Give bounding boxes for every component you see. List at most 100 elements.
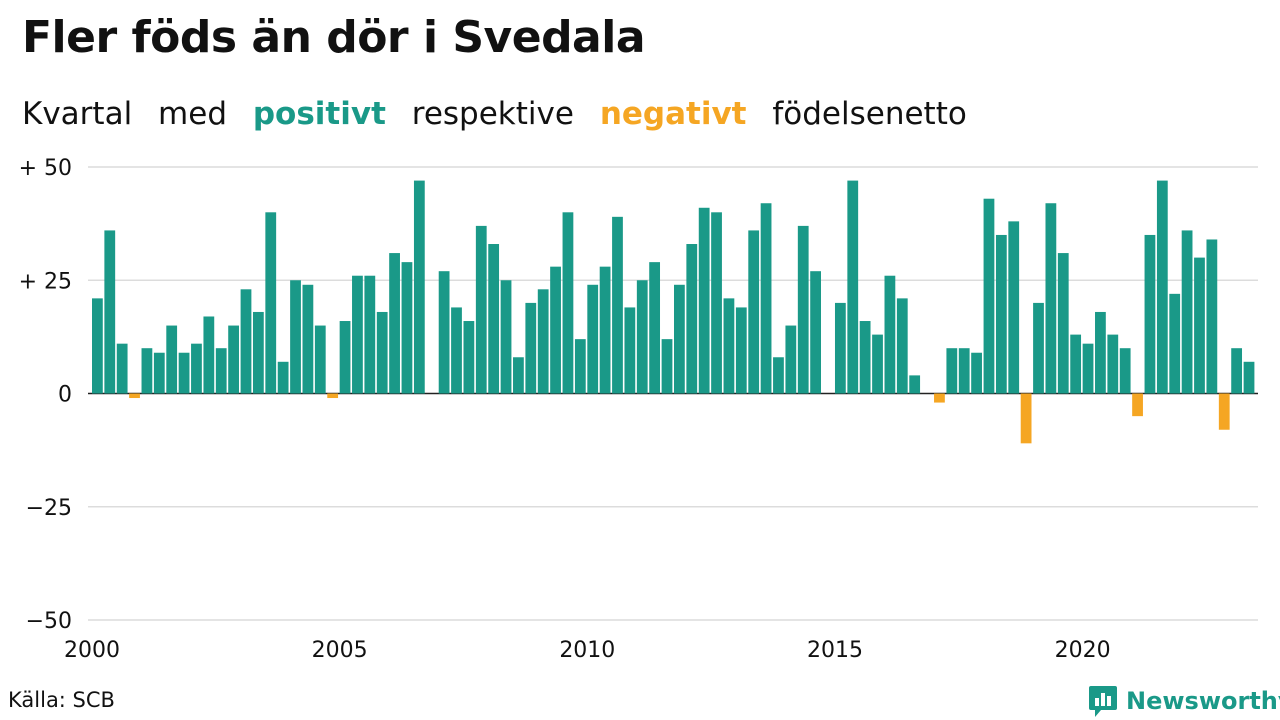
bar (574, 339, 586, 394)
bar (636, 280, 648, 394)
bar (1194, 257, 1205, 394)
bar (475, 225, 487, 394)
bar (116, 343, 128, 394)
bar (252, 311, 264, 394)
y-axis: + 50 + 25 0 −25 −50 (19, 156, 72, 634)
bar (413, 180, 425, 394)
source-note: Källa: SCB (8, 688, 115, 712)
subtitle-mid1: med (158, 96, 227, 132)
bar (438, 271, 450, 394)
brand-name: Newsworthy (1126, 687, 1280, 715)
bar (153, 352, 165, 394)
x-tick-label: 2015 (807, 638, 863, 663)
bar (104, 230, 116, 394)
bar (797, 225, 809, 394)
bar (1095, 311, 1106, 394)
bar (686, 244, 698, 394)
bar (500, 280, 512, 394)
bar (1020, 393, 1032, 444)
y-tick-label: + 25 (19, 269, 72, 294)
legend-positive: positivt (252, 96, 386, 132)
bar (1033, 302, 1044, 394)
bar (735, 307, 747, 394)
bar (129, 393, 140, 399)
bar (302, 284, 314, 394)
bar (1181, 230, 1193, 394)
bar (290, 280, 301, 394)
bar (748, 230, 760, 394)
subtitle-mid2: respektive (411, 96, 574, 132)
bar (958, 348, 970, 394)
bar-chart: + 50 + 25 0 −25 −50 2000 2005 2010 2015 2020 (19, 156, 1258, 663)
x-tick-label: 2020 (1055, 638, 1111, 663)
bar (1008, 221, 1020, 394)
bar (674, 284, 685, 394)
bar (265, 212, 277, 394)
legend-negative: negativt (599, 96, 747, 132)
bar (550, 266, 561, 394)
bar (352, 275, 363, 394)
bar (488, 244, 500, 394)
bar (983, 198, 995, 394)
subtitle-prefix: Kvartal (22, 96, 133, 132)
bar (1218, 393, 1230, 430)
subtitle-suffix: födelsenetto (772, 96, 967, 132)
bar (166, 325, 178, 394)
bar (389, 253, 400, 394)
bar (376, 311, 388, 394)
bar (1070, 334, 1082, 394)
bar (277, 361, 289, 394)
bar (971, 352, 982, 394)
x-tick-label: 2005 (312, 638, 368, 663)
y-tick-label: + 50 (19, 156, 72, 181)
y-tick-label: 0 (58, 383, 72, 408)
bar (240, 289, 252, 394)
bar (1057, 253, 1069, 394)
bar (562, 212, 574, 394)
bar (847, 180, 859, 394)
bars (92, 180, 1255, 444)
bar (723, 298, 735, 394)
bar (760, 203, 772, 394)
bar (909, 375, 921, 394)
bar (463, 321, 475, 394)
bar (1132, 393, 1143, 417)
newsworthy-logo: Newsworthy (1088, 684, 1280, 718)
bar (537, 289, 549, 394)
x-tick-label: 2010 (559, 638, 615, 663)
bar (711, 212, 722, 394)
bar (1119, 348, 1131, 394)
bar (339, 321, 351, 394)
bar (599, 266, 611, 394)
bar (872, 334, 883, 394)
bar (178, 352, 190, 394)
chart-subtitle: Kvartal med positivt respektive negativt… (22, 96, 983, 132)
x-axis: 2000 2005 2010 2015 2020 (64, 638, 1111, 663)
bar (401, 262, 413, 394)
bar (314, 325, 326, 394)
bar (1107, 334, 1119, 394)
bar (525, 302, 537, 394)
bar (810, 271, 821, 394)
bar (1243, 361, 1255, 394)
bar (896, 298, 908, 394)
bar (587, 284, 599, 394)
bar (612, 216, 623, 394)
bar (1169, 293, 1181, 394)
bar (785, 325, 797, 394)
bar (946, 348, 958, 394)
chart-title: Fler föds än dör i Svedala (22, 12, 646, 63)
bar (228, 325, 239, 394)
bar (1206, 239, 1218, 394)
bar (191, 343, 202, 394)
bar (1156, 180, 1168, 394)
bar (327, 393, 339, 399)
bar (773, 357, 784, 394)
bar (1082, 343, 1094, 394)
bar (364, 275, 376, 394)
bar (451, 307, 462, 394)
bar (513, 357, 524, 394)
bar (649, 262, 661, 394)
y-tick-label: −50 (26, 609, 72, 634)
bar (1231, 348, 1243, 394)
